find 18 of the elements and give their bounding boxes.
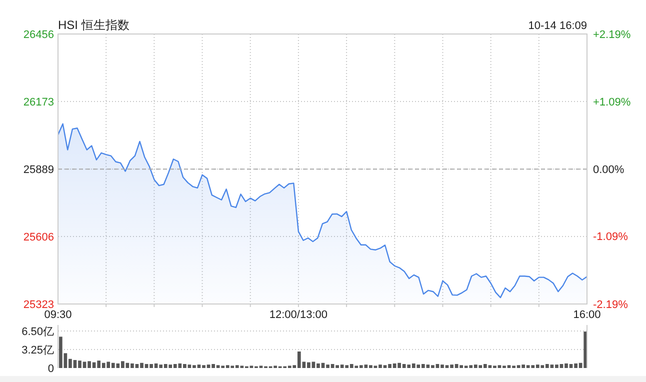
- y-tick-label: 25889: [23, 164, 54, 176]
- y-tick-label: 25323: [23, 298, 54, 311]
- y2-tick-label: +1.09%: [593, 96, 631, 109]
- y2-tick-label: -1.09%: [593, 231, 628, 244]
- y2-tick-label: -2.19%: [593, 298, 628, 311]
- text: 10-14 16:09: [528, 20, 587, 32]
- y-tick-label: 0: [48, 362, 54, 375]
- chart-title: HSI 恒生指数: [58, 18, 130, 32]
- y-tick-label: 6.50亿: [22, 326, 54, 338]
- x-tick-label: 09:30: [44, 309, 72, 321]
- y-tick-label: 26456: [23, 28, 54, 41]
- y-tick-label: 26173: [23, 96, 54, 108]
- x-tick-label: 16:00: [573, 309, 601, 321]
- y2-tick-label: 0.00%: [593, 164, 624, 176]
- y2-tick-label: +2.19%: [593, 28, 631, 41]
- y-tick-label: 3.25亿: [22, 344, 54, 356]
- x-tick-label: 12:00/13:00: [269, 309, 328, 321]
- y-tick-label: 25606: [23, 231, 54, 244]
